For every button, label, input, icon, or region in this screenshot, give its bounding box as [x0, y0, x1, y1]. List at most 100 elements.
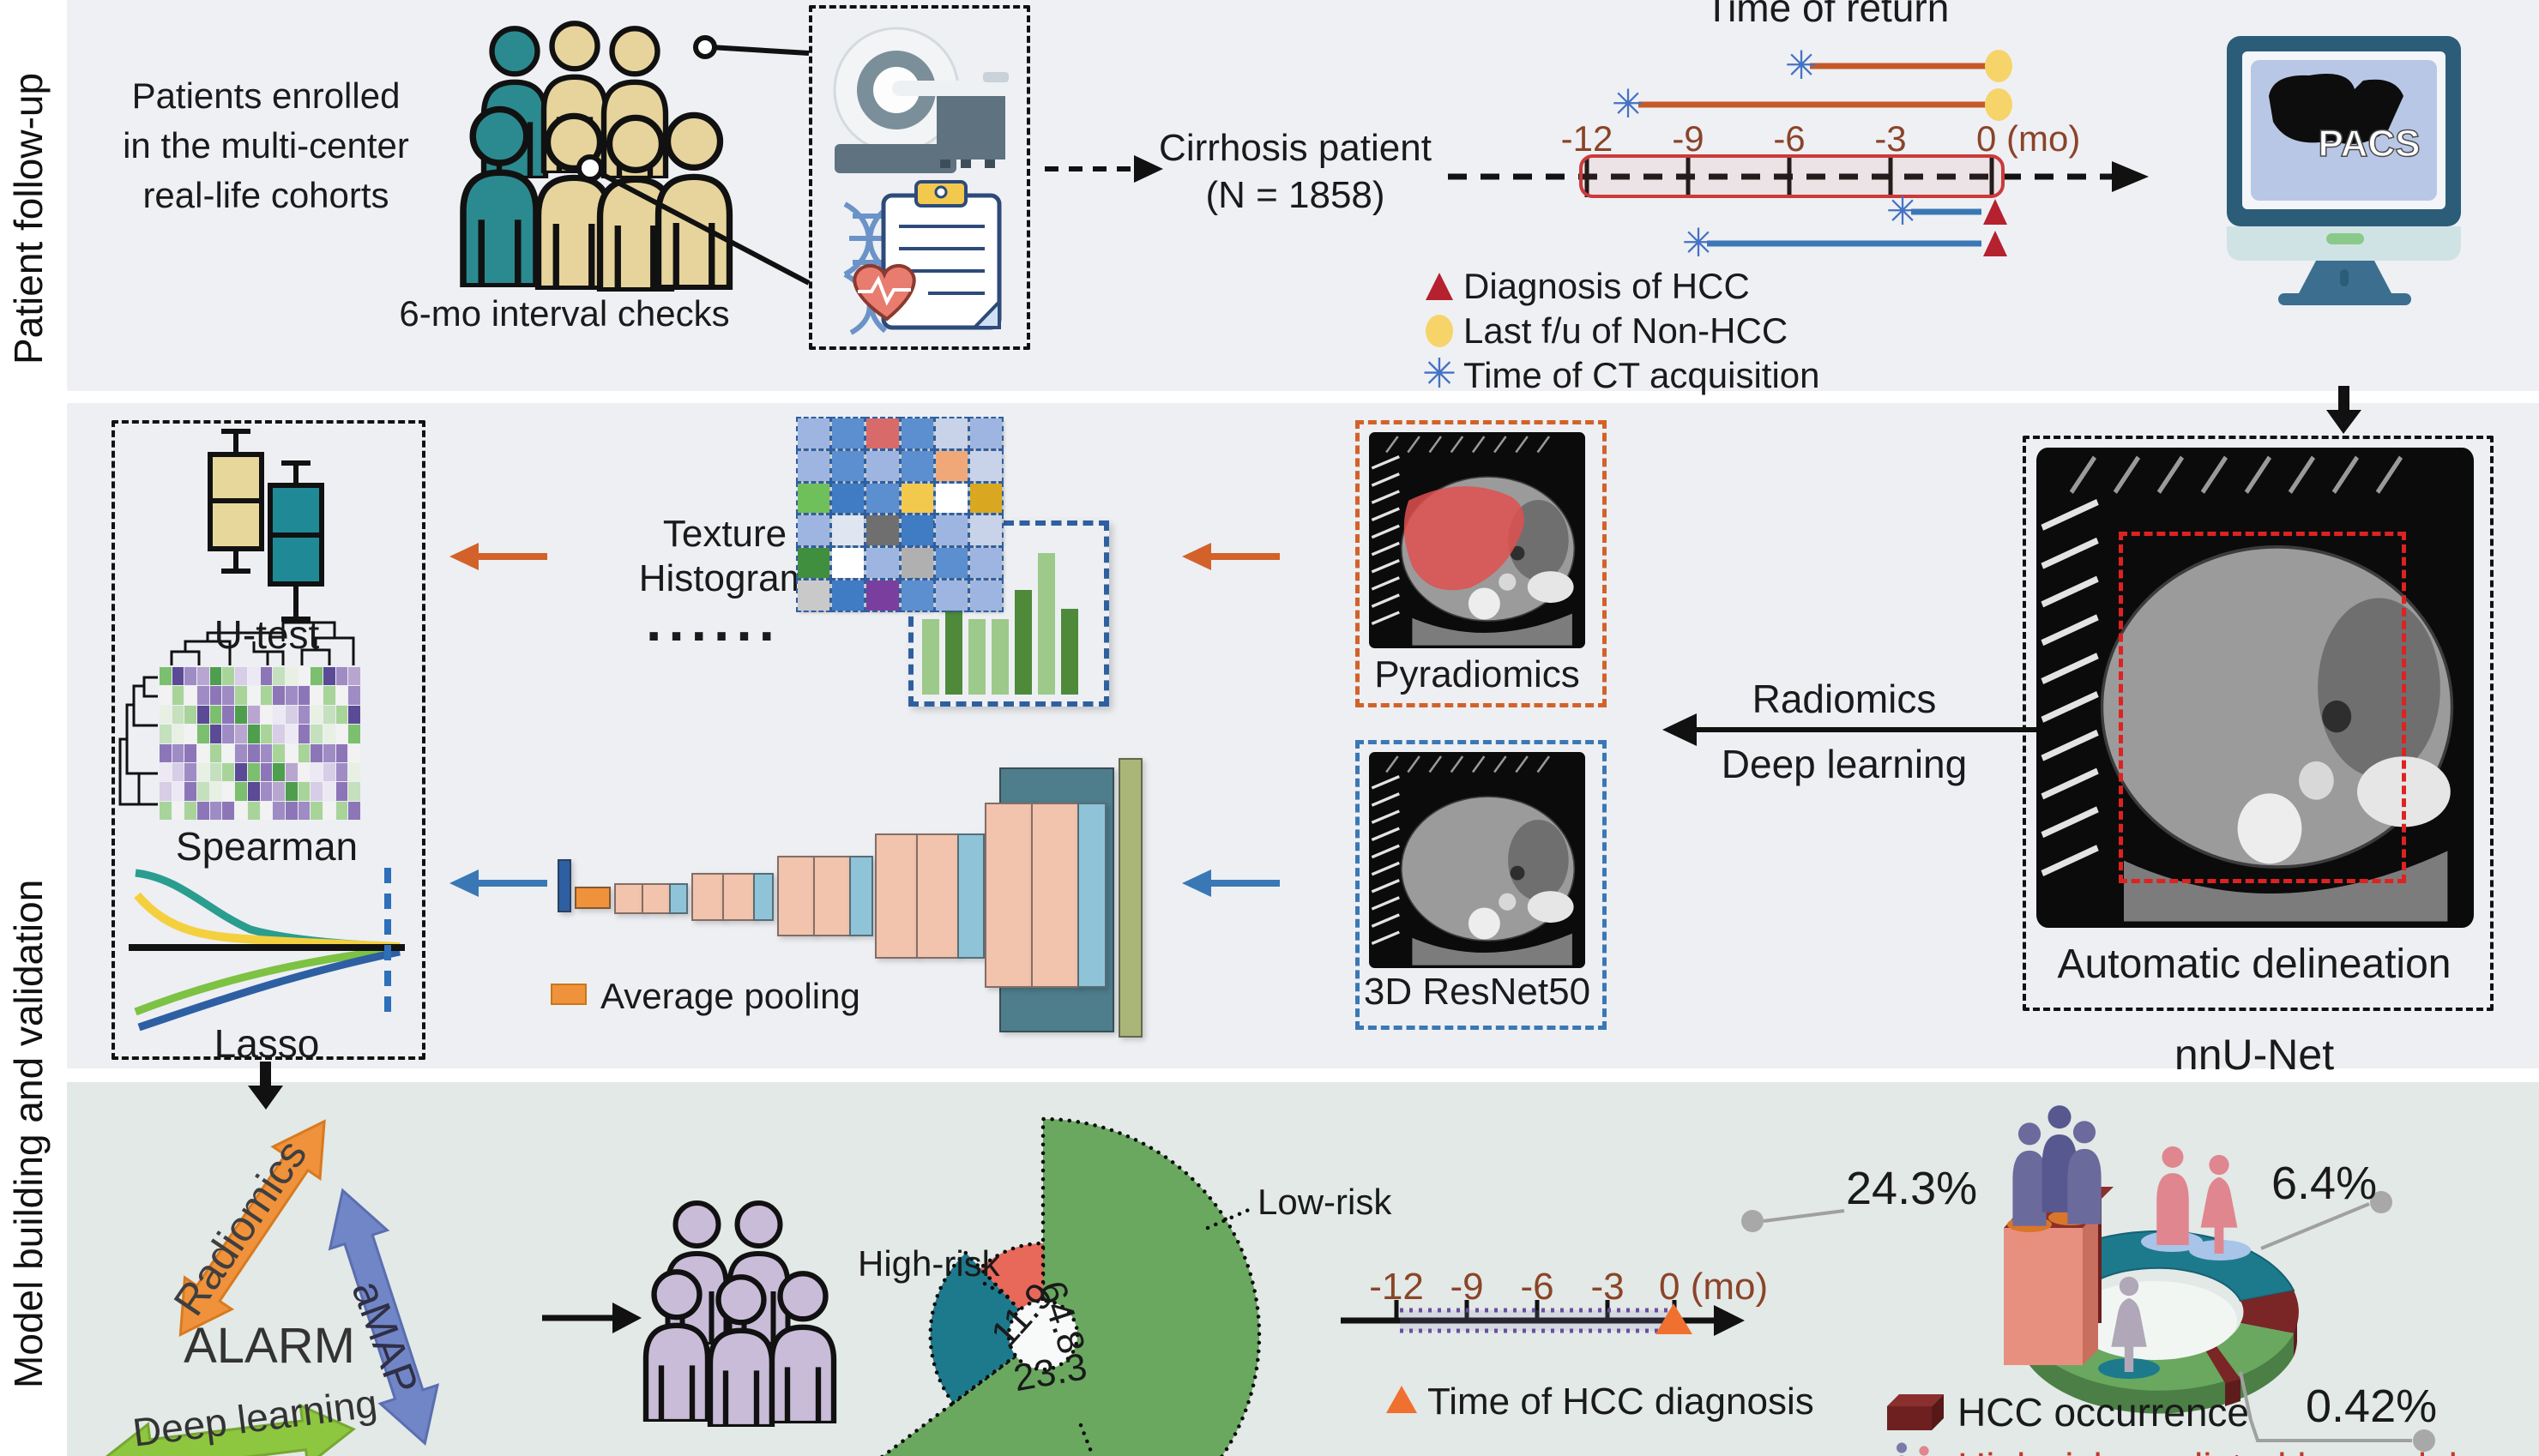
hcc-diagnosis-triangle	[1655, 1303, 1692, 1334]
heatmap-cell	[323, 801, 335, 820]
heatmap-cell	[235, 801, 247, 820]
heatmap-cell	[273, 705, 285, 725]
histogram-bar	[992, 619, 1009, 695]
histogram-bar	[922, 619, 939, 695]
heatmap-cell	[235, 782, 247, 801]
histogram-bar	[945, 590, 962, 695]
heatmap-cell	[184, 686, 197, 705]
heatmap-cell	[298, 686, 311, 705]
heatmap-cell	[235, 667, 247, 686]
texture-cell	[795, 579, 832, 612]
texture-cell	[899, 417, 935, 450]
heatmap-cell	[273, 782, 285, 801]
heatmap-cell	[323, 743, 335, 762]
texture-cell	[933, 546, 969, 581]
heatmap-cell	[348, 782, 360, 801]
heatmap-cell	[335, 762, 348, 782]
texture-cell	[899, 546, 935, 581]
pacs-screen-label: PACS	[2319, 123, 2421, 165]
pacs-monitor-icon: PACS	[2227, 36, 2461, 305]
heatmap-cell	[184, 667, 197, 686]
exam-devices-box	[809, 5, 1030, 350]
heatmap-cell	[197, 705, 209, 725]
hcc-triangle-marker	[1426, 273, 1453, 300]
heatmap-cell	[172, 686, 184, 705]
btick--6: -6	[1520, 1266, 1554, 1308]
heatmap-cell	[197, 762, 209, 782]
hcc-occurrence-legend-icon	[1887, 1394, 1944, 1430]
heatmap-cell	[285, 667, 298, 686]
btick--9: -9	[1450, 1266, 1484, 1308]
hcc-occurrence-column	[2004, 1187, 2114, 1365]
heatmap-cell	[298, 725, 311, 743]
texture-cell	[968, 417, 1004, 450]
heatmap-cell	[298, 762, 311, 782]
rose-hole	[1006, 1298, 1080, 1372]
texture-cell	[830, 417, 866, 450]
heatmap-cell	[285, 725, 298, 743]
arrow-texture-to-features	[449, 543, 547, 570]
heatmap-cell	[260, 667, 273, 686]
cirrhosis-patient-line1: Cirrhosis patient	[1159, 127, 1432, 169]
heatmap-cell	[348, 686, 360, 705]
tick-0mo: 0 (mo)	[1976, 118, 2081, 159]
utest-label: U-test	[214, 612, 320, 657]
heatmap-cell	[172, 667, 184, 686]
heatmap-cell	[222, 743, 235, 762]
heatmap-cell	[285, 686, 298, 705]
heatmap-cell	[273, 762, 285, 782]
heatmap-cell	[323, 782, 335, 801]
heatmap-cell	[222, 725, 235, 743]
texture-cell	[933, 481, 969, 515]
heatmap-cell	[311, 705, 323, 725]
heatmap-cell	[247, 686, 260, 705]
texture-cell	[933, 417, 969, 450]
heatmap-cell	[247, 667, 260, 686]
heatmap-cell	[222, 686, 235, 705]
cirrhosis-patient-line2: (N = 1858)	[1205, 174, 1385, 216]
resnet-ct-image	[1369, 752, 1585, 968]
heatmap-cell	[311, 801, 323, 820]
heatmap-cell	[260, 782, 273, 801]
outcome-donut-chart	[1741, 1105, 2435, 1456]
heatmap-cell	[235, 725, 247, 743]
legend-diagnosis-hcc: Diagnosis of HCC	[1463, 266, 1750, 306]
texture-cell	[795, 514, 832, 548]
average-pooling-label: Average pooling	[600, 976, 860, 1016]
heatmap-cell	[197, 725, 209, 743]
heatmap-cell	[235, 686, 247, 705]
pyradiomics-label: Pyradiomics	[1374, 653, 1580, 695]
heatmap-cell	[209, 705, 222, 725]
heatmap-cell	[160, 801, 172, 820]
resnet-box	[1355, 740, 1607, 1030]
heatmap-cell	[172, 762, 184, 782]
heatmap-cell	[323, 725, 335, 743]
heatmap-cell	[311, 743, 323, 762]
texture-cell	[899, 514, 935, 548]
lasso-label: Lasso	[214, 1021, 320, 1066]
nnunet-label: nnU-Net	[2174, 1031, 2335, 1079]
heatmap-cell	[184, 725, 197, 743]
texture-cell	[830, 448, 866, 483]
heatmap-cell	[247, 801, 260, 820]
heatmap-cell	[298, 743, 311, 762]
texture-cell	[933, 514, 969, 548]
heatmap-cell	[160, 743, 172, 762]
heatmap-cell	[184, 705, 197, 725]
timeline-title: Time of return	[1704, 0, 1950, 30]
histogram-bar	[968, 619, 986, 695]
heatmap-cell	[222, 782, 235, 801]
heatmap-cell	[260, 801, 273, 820]
texture-cell	[968, 448, 1004, 483]
heatmap-cell	[184, 782, 197, 801]
texture-cell	[899, 481, 935, 515]
btick--3: -3	[1590, 1266, 1625, 1308]
donut-callouts	[1763, 1202, 2412, 1442]
heatmap-cell	[222, 762, 235, 782]
heatmap-cell	[335, 743, 348, 762]
heatmap-cell	[348, 801, 360, 820]
heatmap-cell	[197, 686, 209, 705]
heatmap-cell	[184, 743, 197, 762]
texture-cell	[899, 579, 935, 612]
